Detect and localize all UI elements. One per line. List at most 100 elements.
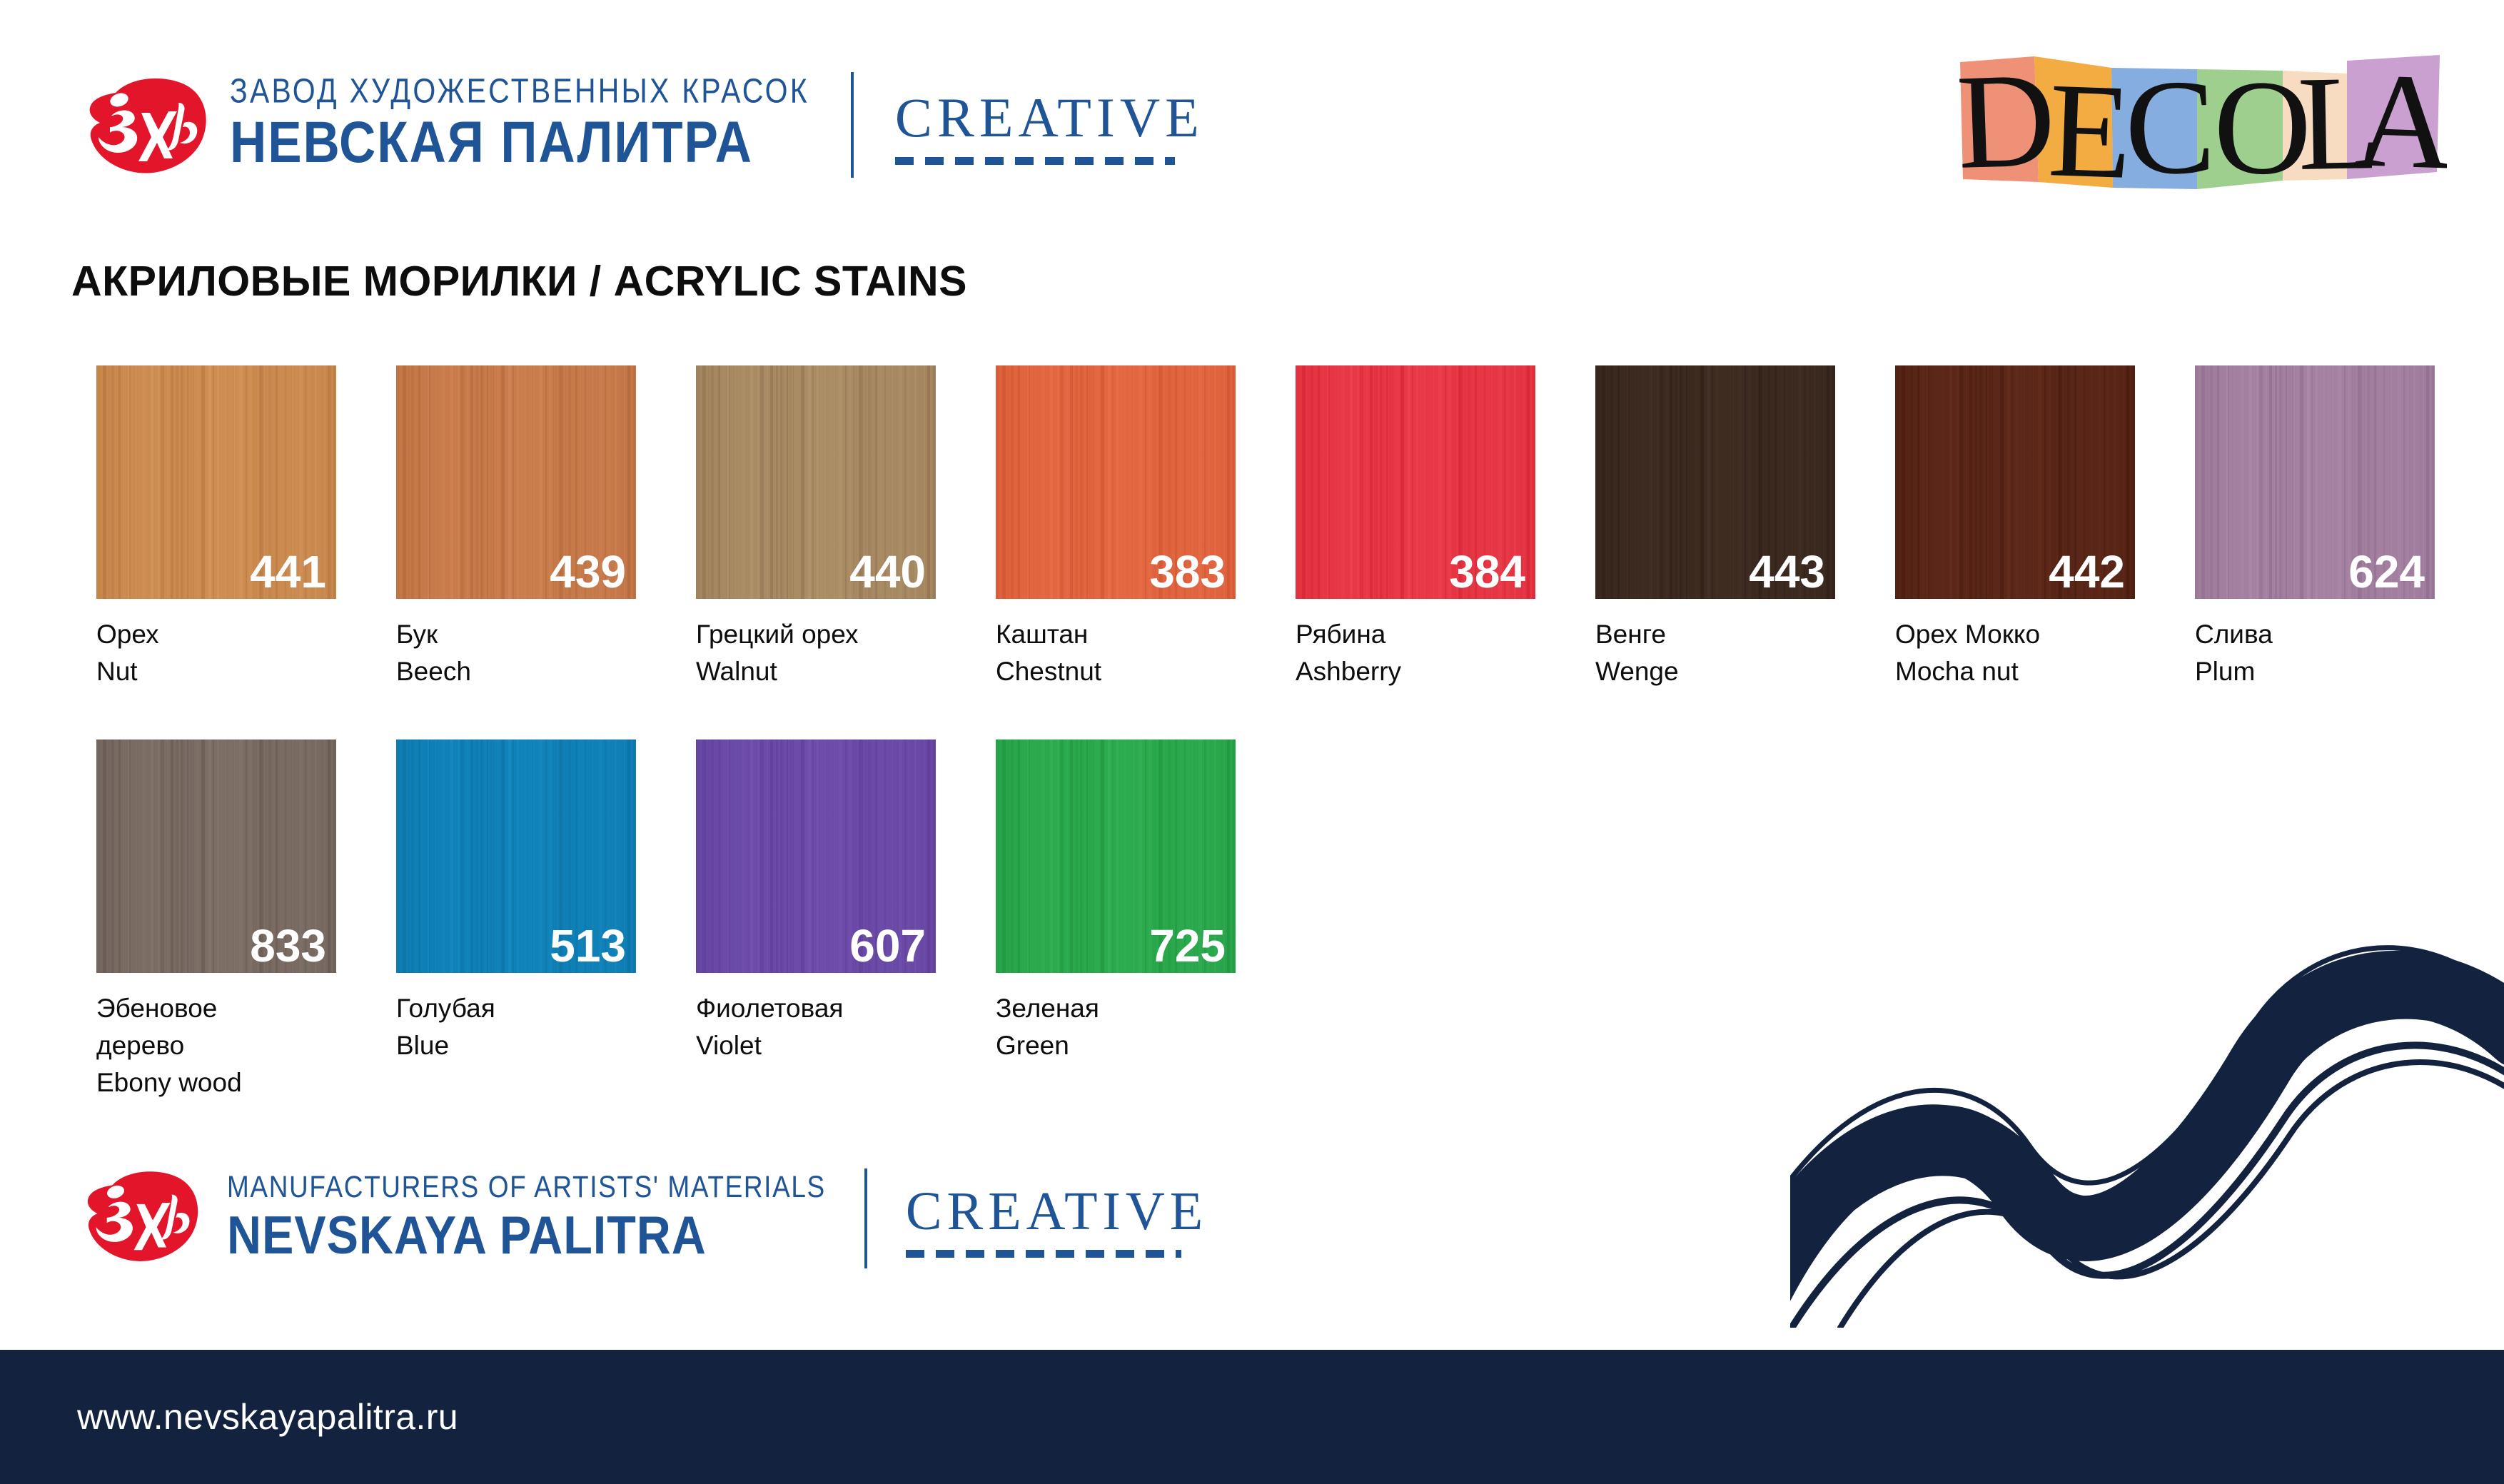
color-labels: Грецкий орех Walnut — [696, 616, 936, 690]
color-name-ru: Фиолетовая — [696, 994, 844, 1023]
color-chip[interactable]: 513 — [396, 740, 636, 973]
color-chip[interactable]: 439 — [396, 365, 636, 599]
color-number: 440 — [849, 546, 926, 597]
color-chip[interactable]: 384 — [1296, 365, 1535, 599]
svg-text:O: O — [2212, 52, 2313, 196]
color-labels: Рябина Ashberry — [1296, 616, 1535, 690]
header-creative-lockup: CREATIVE — [894, 86, 1204, 165]
color-chip[interactable]: 607 — [696, 740, 936, 973]
color-name-ru: Орех Мокко — [1895, 620, 2041, 649]
color-name-en: Green — [996, 1030, 1069, 1060]
color-labels: Бук Beech — [396, 616, 636, 690]
color-name-ru: Венге — [1595, 620, 1666, 649]
color-name-en: Wenge — [1595, 656, 1679, 686]
wood-grain-texture — [396, 365, 636, 599]
color-name-ru: Орех — [96, 620, 159, 649]
color-number: 442 — [2049, 546, 2125, 597]
footer-divider — [864, 1168, 867, 1268]
color-name-ru: Эбеновое дерево — [96, 994, 218, 1060]
page-title: АКРИЛОВЫЕ МОРИЛКИ / ACRYLIC STAINS — [71, 258, 967, 305]
wood-grain-texture — [396, 740, 636, 973]
zhk-logo-icon-footer — [77, 1165, 213, 1272]
color-name-en: Plum — [2195, 656, 2256, 686]
swatch-cell[interactable]: 513 Голубая Blue — [396, 740, 636, 1064]
color-chip[interactable]: 443 — [1595, 365, 1835, 599]
color-number: 725 — [1149, 920, 1226, 971]
color-name-en: Violet — [696, 1030, 762, 1060]
color-labels: Венге Wenge — [1595, 616, 1835, 690]
color-number: 833 — [250, 920, 326, 971]
header-brand-lockup: ЗАВОД ХУДОЖЕСТВЕННЫХ КРАСОК НЕВСКАЯ ПАЛИ… — [79, 71, 1204, 178]
color-number: 624 — [2348, 546, 2425, 597]
color-labels: Слива Plum — [2195, 616, 2435, 690]
color-name-ru: Бук — [396, 620, 438, 649]
swatch-row-1: 441 Орех Nut 439 Бук Beech 440 Грецкий орех Waln… — [96, 365, 2452, 740]
color-number: 513 — [550, 920, 626, 971]
swatch-cell[interactable]: 383 Каштан Chestnut — [996, 365, 1236, 690]
color-name-en: Beech — [396, 656, 471, 686]
color-chip[interactable]: 833 — [96, 740, 336, 973]
color-chip[interactable]: 441 — [96, 365, 336, 599]
wood-grain-texture — [1895, 365, 2135, 599]
color-number: 383 — [1149, 546, 1226, 597]
brand-name-ru: НЕВСКАЯ ПАЛИТРА — [230, 108, 753, 174]
swatch-cell[interactable]: 441 Орех Nut — [96, 365, 336, 690]
creative-wordmark: CREATIVE — [894, 86, 1204, 148]
swatch-cell[interactable]: 607 Фиолетовая Violet — [696, 740, 936, 1064]
footer-tagline-en: MANUFACTURERS OF ARTISTS' MATERIALS — [227, 1169, 826, 1203]
color-name-ru: Голубая — [396, 994, 495, 1023]
color-chip[interactable]: 624 — [2195, 365, 2435, 599]
svg-text:A: A — [2353, 45, 2447, 196]
color-labels: Фиолетовая Violet — [696, 990, 936, 1064]
color-chip[interactable]: 442 — [1895, 365, 2135, 599]
zhk-logo-icon — [79, 71, 214, 178]
wood-grain-texture — [996, 740, 1236, 973]
color-name-ru: Зеленая — [996, 994, 1099, 1023]
creative-dashed-rule-icon — [894, 156, 1175, 165]
wood-grain-texture — [1296, 365, 1535, 599]
swatch-cell[interactable]: 384 Рябина Ashberry — [1296, 365, 1535, 690]
color-name-ru: Грецкий орех — [696, 620, 859, 649]
header-divider — [850, 72, 854, 178]
color-labels: Орех Мокко Mocha nut — [1895, 616, 2135, 690]
color-name-en: Blue — [396, 1030, 450, 1060]
color-labels: Зеленая Green — [996, 990, 1236, 1064]
footer-creative-wordmark: CREATIVE — [905, 1181, 1208, 1241]
color-number: 441 — [250, 546, 326, 597]
decola-logo: D E C O L A — [1947, 39, 2456, 208]
color-name-en: Ashberry — [1296, 656, 1402, 686]
wood-grain-texture — [1595, 365, 1835, 599]
svg-text:D: D — [1954, 44, 2057, 196]
wood-grain-texture — [96, 740, 336, 973]
color-labels: Эбеновое дерево Ebony wood — [96, 990, 336, 1101]
wood-grain-texture — [96, 365, 336, 599]
swatch-cell[interactable]: 725 Зеленая Green — [996, 740, 1236, 1064]
wood-grain-texture — [2195, 365, 2435, 599]
footer-brand-words: MANUFACTURERS OF ARTISTS' MATERIALS NEVS… — [227, 1171, 826, 1265]
brush-stroke-decoration — [1790, 885, 2504, 1328]
swatch-cell[interactable]: 439 Бук Beech — [396, 365, 636, 690]
color-name-ru: Слива — [2195, 620, 2273, 649]
website-url[interactable]: www.nevskayapalitra.ru — [77, 1397, 459, 1437]
swatch-cell[interactable]: 624 Слива Plum — [2195, 365, 2435, 690]
color-name-en: Chestnut — [996, 656, 1102, 686]
swatch-cell[interactable]: 440 Грецкий орех Walnut — [696, 365, 936, 690]
color-number: 384 — [1449, 546, 1525, 597]
wood-grain-texture — [696, 365, 936, 599]
footer-brand-name-en: NEVSKAYA PALITRA — [227, 1204, 707, 1265]
footer-brand-lockup: MANUFACTURERS OF ARTISTS' MATERIALS NEVS… — [77, 1165, 1208, 1272]
brand-tagline-ru: ЗАВОД ХУДОЖЕСТВЕННЫХ КРАСОК — [230, 71, 809, 110]
color-chip[interactable]: 383 — [996, 365, 1236, 599]
color-name-en: Walnut — [696, 656, 777, 686]
color-name-ru: Рябина — [1296, 620, 1386, 649]
swatch-cell[interactable]: 833 Эбеновое дерево Ebony wood — [96, 740, 336, 1101]
wood-grain-texture — [696, 740, 936, 973]
color-name-en: Nut — [96, 656, 138, 686]
swatch-cell[interactable]: 442 Орех Мокко Mocha nut — [1895, 365, 2135, 690]
bottom-bar: www.nevskayapalitra.ru — [0, 1350, 2504, 1484]
wood-grain-texture — [996, 365, 1236, 599]
color-chip[interactable]: 440 — [696, 365, 936, 599]
swatch-cell[interactable]: 443 Венге Wenge — [1595, 365, 1835, 690]
color-chip[interactable]: 725 — [996, 740, 1236, 973]
